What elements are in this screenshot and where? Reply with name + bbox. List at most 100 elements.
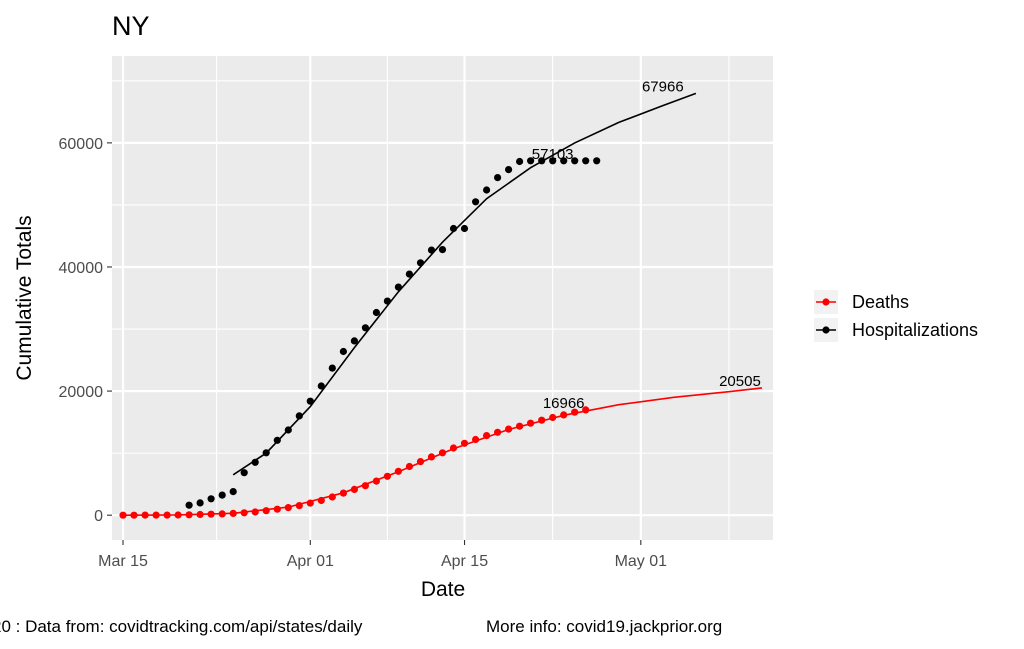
legend-key-point	[822, 326, 830, 334]
data-point	[538, 157, 546, 165]
data-point	[350, 337, 358, 345]
data-point	[383, 297, 391, 305]
data-point	[582, 157, 590, 165]
data-point	[262, 507, 270, 515]
caption-left: 20 : Data from: covidtracking.com/api/st…	[0, 617, 363, 636]
data-point	[152, 511, 160, 519]
data-point	[560, 411, 568, 419]
data-point	[207, 510, 215, 518]
data-point	[549, 157, 557, 165]
data-point	[472, 435, 480, 444]
data-point	[163, 511, 171, 519]
data-point	[405, 270, 413, 278]
x-tick-label: Apr 01	[287, 553, 334, 570]
x-tick-label: Mar 15	[98, 553, 148, 570]
y-tick-label: 60000	[59, 136, 104, 153]
data-point	[494, 428, 502, 436]
data-point	[273, 436, 281, 444]
data-point	[372, 308, 380, 317]
data-point	[560, 157, 568, 165]
data-point	[339, 347, 347, 356]
data-point	[527, 157, 535, 165]
data-point	[218, 510, 226, 518]
data-point	[295, 502, 303, 510]
data-point	[394, 283, 402, 291]
data-point	[141, 511, 149, 519]
data-point	[449, 224, 458, 233]
data-point	[505, 425, 513, 433]
x-tick-label: Apr 15	[441, 553, 488, 570]
data-point	[240, 469, 248, 477]
legend: Deaths Hospitalizations	[814, 290, 978, 342]
data-point	[218, 491, 226, 499]
data-point	[571, 408, 579, 416]
data-point	[416, 458, 425, 466]
data-point	[427, 453, 436, 461]
data-point	[306, 499, 314, 507]
value-annotation: 67966	[642, 78, 684, 95]
data-point	[438, 246, 447, 254]
legend-label: Deaths	[852, 292, 909, 312]
legend-key-point	[822, 298, 830, 306]
data-point	[438, 449, 447, 457]
data-point	[405, 462, 413, 471]
data-point	[284, 426, 292, 434]
x-axis-title: Date	[421, 578, 465, 601]
data-point	[273, 505, 281, 513]
data-point	[582, 406, 590, 414]
data-point	[185, 511, 193, 519]
data-point	[427, 246, 436, 254]
y-axis: 0 20000 40000 60000	[59, 136, 112, 525]
data-point	[196, 499, 204, 507]
data-point	[328, 493, 336, 501]
data-point	[505, 166, 513, 174]
data-point	[350, 485, 358, 493]
value-annotation: 57103	[532, 146, 574, 163]
data-point	[460, 224, 469, 233]
data-points	[119, 157, 601, 519]
data-point	[262, 449, 270, 457]
x-axis: Mar 15 Apr 01 Apr 15 May 01	[98, 540, 667, 570]
data-point	[295, 412, 303, 420]
y-tick-label: 40000	[59, 260, 104, 277]
data-point	[571, 157, 579, 165]
data-point	[251, 508, 259, 516]
data-point	[416, 259, 425, 267]
data-point	[306, 397, 314, 405]
data-point	[494, 174, 502, 182]
data-point	[549, 413, 557, 422]
data-point	[284, 504, 292, 512]
data-point	[174, 511, 182, 519]
data-point	[317, 382, 325, 390]
data-point	[196, 510, 204, 519]
data-point	[361, 482, 369, 490]
value-annotations: 16966 20505 57103 67966	[532, 78, 761, 411]
data-point	[460, 439, 469, 447]
data-point	[229, 509, 237, 517]
y-tick-label: 20000	[59, 384, 104, 401]
data-point	[361, 324, 369, 332]
value-annotation: 20505	[719, 373, 761, 390]
data-point	[328, 364, 336, 372]
data-point	[516, 422, 524, 430]
data-point	[538, 416, 546, 424]
data-point	[449, 444, 458, 452]
legend-label: Hospitalizations	[852, 320, 978, 340]
data-point	[483, 432, 491, 440]
data-point	[339, 489, 347, 497]
y-axis-title: Cumulative Totals	[13, 215, 36, 380]
data-point	[372, 477, 380, 485]
data-point	[251, 458, 259, 466]
data-point	[483, 186, 491, 194]
data-point	[527, 419, 535, 427]
data-point	[185, 501, 193, 509]
fit-line	[232, 92, 697, 476]
data-point	[472, 198, 480, 206]
data-point	[383, 472, 391, 480]
caption-right: More info: covid19.jackprior.org	[486, 617, 722, 636]
data-point	[516, 157, 524, 166]
data-point	[593, 157, 601, 165]
data-point	[317, 496, 325, 505]
x-tick-label: May 01	[615, 553, 668, 570]
